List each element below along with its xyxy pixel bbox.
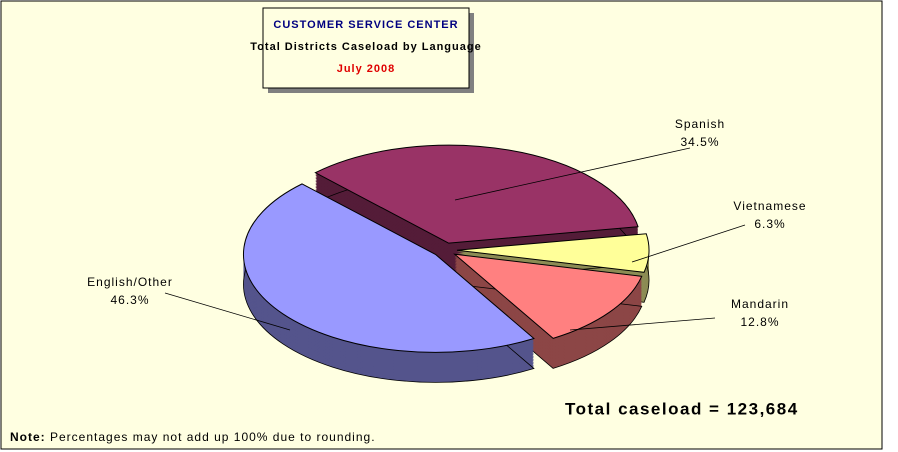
leader-line	[164, 292, 291, 331]
note-label: Note:	[10, 430, 46, 444]
slice-label: Mandarin	[731, 297, 789, 311]
slice-side-edge	[453, 283, 643, 369]
total-caseload: Total caseload = 123,684	[565, 399, 799, 418]
chart-date: July 2008	[337, 63, 396, 75]
title-box	[262, 7, 470, 89]
slice	[453, 253, 643, 339]
slice-label: Vietnamese	[733, 199, 806, 213]
slice-value-label: 46.3%	[110, 293, 149, 307]
leader-line	[631, 224, 746, 263]
slice	[243, 183, 535, 353]
leader-line	[569, 317, 716, 331]
slice	[314, 144, 639, 244]
slice-label: Spanish	[675, 117, 725, 131]
chart-subtitle: Total Districts Caseload by Language	[250, 41, 481, 53]
chart-title: CUSTOMER SERVICE CENTER	[273, 19, 458, 31]
slice-value-label: 12.8%	[740, 315, 779, 329]
slice-value-label: 34.5%	[680, 135, 719, 149]
slice	[456, 233, 650, 273]
pie	[243, 144, 650, 383]
note: Percentages may not add up 100% due to r…	[50, 430, 376, 444]
slice-value-label: 6.3%	[754, 217, 785, 231]
slice-label: English/Other	[87, 275, 173, 289]
leader-line	[454, 147, 691, 201]
